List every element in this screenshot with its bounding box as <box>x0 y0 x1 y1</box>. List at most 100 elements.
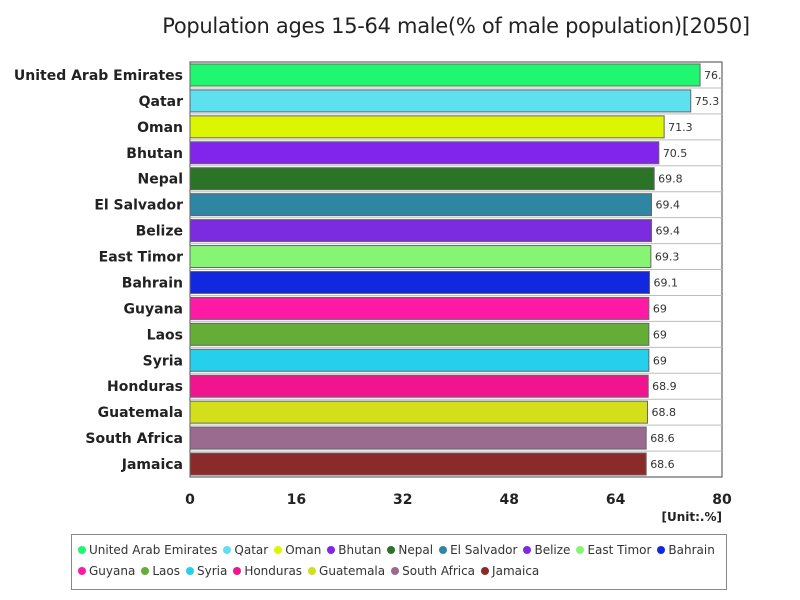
legend-label: Laos <box>152 564 180 578</box>
legend-swatch <box>308 567 317 575</box>
data-label: 68.6 <box>650 432 675 445</box>
bar <box>189 219 653 243</box>
bar <box>189 63 701 87</box>
x-tick-label: 48 <box>499 492 518 508</box>
legend-label: Jamaica <box>492 564 540 578</box>
legend-item: Syria <box>185 561 228 582</box>
legend-item: Jamaica <box>481 561 539 582</box>
category-label: South Africa <box>85 431 183 447</box>
bar <box>189 400 649 424</box>
legend-swatch <box>439 546 448 554</box>
bar <box>189 115 665 139</box>
category-label: El Salvador <box>94 198 183 214</box>
category-label: Guyana <box>124 301 183 317</box>
legend-item: Laos <box>141 561 180 582</box>
legend-swatch <box>481 567 490 575</box>
legend-swatch <box>78 567 86 575</box>
legend-label: El Salvador <box>450 543 518 557</box>
bar <box>189 141 660 165</box>
legend-swatch <box>657 546 666 554</box>
legend-item: El Salvador <box>439 540 517 561</box>
category-label: Nepal <box>138 172 183 188</box>
data-label: 68.9 <box>652 380 677 393</box>
category-label: Laos <box>147 327 183 343</box>
legend-swatch <box>274 546 283 554</box>
unit-label: [Unit:.%] <box>662 510 723 524</box>
data-label: 69.1 <box>654 276 679 289</box>
legend-label: South Africa <box>402 564 476 578</box>
category-label: Guatemala <box>98 405 183 421</box>
legend-item: United Arab Emirates <box>78 540 217 561</box>
x-tick-label: 80 <box>712 492 732 508</box>
category-label: Qatar <box>139 94 183 110</box>
legend-item: Bhutan <box>327 540 381 561</box>
legend-label: Qatar <box>234 543 269 557</box>
bar <box>189 452 647 476</box>
bar <box>189 167 655 191</box>
category-label: Bhutan <box>126 146 183 162</box>
data-label: 68.8 <box>652 406 677 419</box>
bar <box>189 270 651 294</box>
category-label: United Arab Emirates <box>14 68 183 84</box>
bar <box>189 374 649 398</box>
data-label: 69 <box>653 328 667 341</box>
legend-label: United Arab Emirates <box>89 543 218 557</box>
legend-label: Oman <box>285 543 322 557</box>
category-label: Oman <box>137 120 183 136</box>
bar <box>189 322 650 346</box>
legend-item: Belize <box>523 540 570 561</box>
data-label: 69 <box>653 354 667 367</box>
legend-item: Honduras <box>233 561 302 582</box>
legend-swatch <box>327 546 336 554</box>
category-label: Syria <box>143 353 183 369</box>
x-tick-label: 64 <box>606 492 626 508</box>
data-label: 71.3 <box>668 121 693 134</box>
legend-item: Nepal <box>387 540 433 561</box>
legend-swatch <box>523 546 532 554</box>
legend-item: Oman <box>274 540 321 561</box>
legend-item: Guatemala <box>308 561 385 582</box>
legend-label: Syria <box>196 564 228 578</box>
legend-item: Qatar <box>223 540 268 561</box>
x-tick-label: 16 <box>287 492 306 508</box>
legend-label: Guyana <box>89 564 136 578</box>
data-label: 69.4 <box>656 199 681 212</box>
legend-item: Guyana <box>78 561 135 582</box>
chart-title: Population ages 15-64 male(% of male pop… <box>162 14 750 38</box>
bar <box>189 89 692 113</box>
data-label: 69.8 <box>658 173 683 186</box>
data-label: 69.4 <box>656 225 681 238</box>
bar-chart: United Arab Emirates 76. Qatar 75.3 Oman 71.3… <box>14 61 732 524</box>
legend-swatch <box>391 567 400 575</box>
bar <box>189 426 647 450</box>
x-tick-label: 32 <box>393 492 412 508</box>
bar <box>189 296 650 320</box>
category-label: Jamaica <box>121 457 183 473</box>
legend-swatch <box>141 567 150 575</box>
legend-label: Guatemala <box>319 564 386 578</box>
chart-legend: United Arab Emirates Qatar Oman Bhutan Nepal… <box>71 534 727 590</box>
bar <box>189 245 652 269</box>
category-label: Bahrain <box>122 275 183 291</box>
legend-item: East Timor <box>576 540 651 561</box>
legend-label: Bahrain <box>668 543 715 557</box>
data-label: 68.6 <box>650 458 675 471</box>
data-label: 69 <box>653 302 667 315</box>
legend-swatch <box>576 546 585 554</box>
legend-swatch <box>233 567 242 575</box>
category-label: Honduras <box>107 379 183 395</box>
data-label: 75.3 <box>695 95 720 108</box>
x-tick-label: 0 <box>185 492 195 508</box>
legend-swatch <box>78 546 86 554</box>
legend-label: East Timor <box>587 543 652 557</box>
legend-label: Honduras <box>244 564 303 578</box>
legend-label: Belize <box>534 543 571 557</box>
category-label: East Timor <box>99 250 183 266</box>
category-label: Belize <box>136 224 183 240</box>
legend-swatch <box>223 546 232 554</box>
legend-label: Nepal <box>398 543 434 557</box>
data-label: 70.5 <box>663 147 688 160</box>
data-label: 76. <box>704 69 722 82</box>
bar <box>189 193 653 217</box>
legend-swatch <box>185 567 194 575</box>
